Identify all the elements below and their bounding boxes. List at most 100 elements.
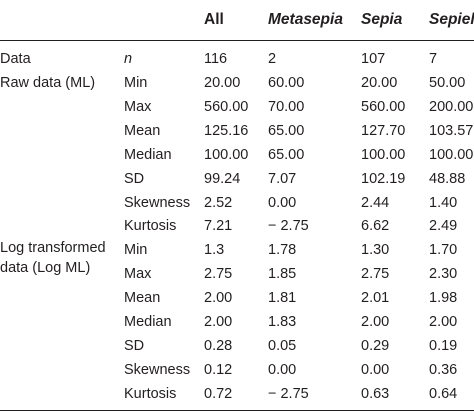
cell-all: 2.75 bbox=[204, 266, 233, 283]
cell-all: 0.72 bbox=[204, 381, 268, 411]
stat-label: Min bbox=[124, 75, 148, 92]
cell-sepiella: 100.00 bbox=[429, 146, 474, 163]
cell-metasepia: 0.00 bbox=[268, 361, 297, 378]
table-row: Median 100.00 65.00 100.00 100.00 bbox=[0, 143, 474, 167]
header-stat bbox=[112, 0, 204, 41]
group-label-empty bbox=[0, 191, 112, 215]
header-all: All bbox=[204, 0, 268, 41]
stat-label: Max bbox=[124, 98, 152, 115]
cell-sepia: 1.30 bbox=[361, 242, 390, 259]
group-label-line1: Log transformed bbox=[0, 240, 106, 257]
cell-sepiella: 0.19 bbox=[429, 337, 458, 354]
cell-sepiella: 1.70 bbox=[429, 242, 458, 259]
cell-metasepia: 1.83 bbox=[268, 314, 297, 331]
cell-sepia: 2.75 bbox=[361, 266, 390, 283]
stat-label: Median bbox=[124, 314, 172, 331]
group-label-empty bbox=[0, 310, 112, 334]
cell-sepia: 0.63 bbox=[361, 381, 429, 411]
header-group bbox=[0, 0, 112, 41]
group-label-raw-data: Raw data (ML) bbox=[0, 75, 96, 92]
cell-metasepia: − 2.75 bbox=[268, 218, 309, 235]
table-row: Max 560.00 70.00 560.00 200.00 bbox=[0, 95, 474, 119]
stat-label: Mean bbox=[124, 290, 161, 307]
cell-sepiella: 0.64 bbox=[429, 381, 474, 411]
table-row: Skewness 0.12 0.00 0.00 0.36 bbox=[0, 358, 474, 382]
cell-metasepia: 70.00 bbox=[268, 98, 305, 115]
stat-label: Min bbox=[124, 242, 148, 259]
cell-metasepia: 2 bbox=[268, 51, 277, 68]
cell-all: 0.12 bbox=[204, 361, 233, 378]
cell-all: 116 bbox=[204, 51, 228, 68]
cell-all: 2.52 bbox=[204, 194, 233, 211]
stat-label: Max bbox=[124, 266, 152, 283]
stat-label: n bbox=[124, 51, 133, 68]
stat-label: SD bbox=[124, 170, 145, 187]
cell-sepiella: 2.00 bbox=[429, 314, 458, 331]
cell-all: 99.24 bbox=[204, 170, 241, 187]
cell-sepia: 127.70 bbox=[361, 122, 406, 139]
cell-metasepia: 65.00 bbox=[268, 146, 305, 163]
group-label-empty bbox=[0, 334, 112, 358]
cell-all: 0.28 bbox=[204, 337, 233, 354]
cell-all: 560.00 bbox=[204, 98, 249, 115]
cell-sepia: 2.44 bbox=[361, 194, 390, 211]
cell-sepiella: 7 bbox=[429, 51, 438, 68]
table-row: Median 2.00 1.83 2.00 2.00 bbox=[0, 310, 474, 334]
group-label-empty bbox=[0, 95, 112, 119]
group-label-empty bbox=[0, 143, 112, 167]
cell-sepia: 2.01 bbox=[361, 290, 390, 307]
stat-label: Kurtosis bbox=[112, 381, 204, 411]
cell-all: 125.16 bbox=[204, 122, 249, 139]
group-label-empty bbox=[0, 358, 112, 382]
cell-metasepia: 1.85 bbox=[268, 266, 297, 283]
group-label-empty bbox=[0, 286, 112, 310]
cell-sepia: 107 bbox=[361, 51, 386, 68]
cell-metasepia: 1.81 bbox=[268, 290, 297, 307]
stat-label: Mean bbox=[124, 122, 161, 139]
group-label-log-transformed: Log transformed data (Log ML) bbox=[0, 238, 112, 286]
cell-all: 7.21 bbox=[204, 218, 233, 235]
table-row: Mean 125.16 65.00 127.70 103.57 bbox=[0, 119, 474, 143]
cell-metasepia: 65.00 bbox=[268, 122, 305, 139]
cell-sepia: 6.62 bbox=[361, 218, 390, 235]
group-label-empty bbox=[0, 119, 112, 143]
stat-label: Skewness bbox=[124, 194, 191, 211]
cell-metasepia: − 2.75 bbox=[268, 381, 361, 411]
cell-all: 2.00 bbox=[204, 290, 233, 307]
cell-sepia: 2.00 bbox=[361, 314, 390, 331]
cell-all: 100.00 bbox=[204, 146, 249, 163]
cell-sepia: 0.00 bbox=[361, 361, 390, 378]
table-row: Data n 116 2 107 7 bbox=[0, 41, 474, 72]
table-row: SD 0.28 0.05 0.29 0.19 bbox=[0, 334, 474, 358]
stat-label: SD bbox=[124, 337, 145, 354]
cell-sepiella: 2.49 bbox=[429, 218, 458, 235]
cell-all: 20.00 bbox=[204, 75, 241, 92]
cell-all: 1.3 bbox=[204, 242, 225, 259]
cell-sepiella: 48.88 bbox=[429, 170, 466, 187]
cell-metasepia: 0.05 bbox=[268, 337, 297, 354]
cell-metasepia: 7.07 bbox=[268, 170, 297, 187]
table-row: SD 99.24 7.07 102.19 48.88 bbox=[0, 167, 474, 191]
group-label-empty bbox=[0, 215, 112, 239]
cell-sepia: 102.19 bbox=[361, 170, 406, 187]
stat-label: Skewness bbox=[124, 361, 191, 378]
cell-sepia: 20.00 bbox=[361, 75, 398, 92]
cell-sepiella: 1.40 bbox=[429, 194, 458, 211]
cell-sepia: 100.00 bbox=[361, 146, 406, 163]
group-label-line2: data (Log ML) bbox=[0, 260, 91, 277]
cell-sepiella: 1.98 bbox=[429, 290, 458, 307]
table-header-row: All Metasepia Sepia Sepiella bbox=[0, 0, 474, 41]
cell-all: 2.00 bbox=[204, 314, 233, 331]
table-row: Mean 2.00 1.81 2.01 1.98 bbox=[0, 286, 474, 310]
cell-metasepia: 0.00 bbox=[268, 194, 297, 211]
cell-metasepia: 60.00 bbox=[268, 75, 305, 92]
table-row: Kurtosis 0.72 − 2.75 0.63 0.64 bbox=[0, 381, 474, 411]
cell-sepia: 0.29 bbox=[361, 337, 390, 354]
header-metasepia: Metasepia bbox=[268, 0, 361, 41]
cell-sepiella: 0.36 bbox=[429, 361, 458, 378]
header-sepia: Sepia bbox=[361, 0, 429, 41]
table-row: Kurtosis 7.21 − 2.75 6.62 2.49 bbox=[0, 215, 474, 239]
table-row: Max 2.75 1.85 2.75 2.30 bbox=[0, 262, 474, 286]
cell-metasepia: 1.78 bbox=[268, 242, 297, 259]
